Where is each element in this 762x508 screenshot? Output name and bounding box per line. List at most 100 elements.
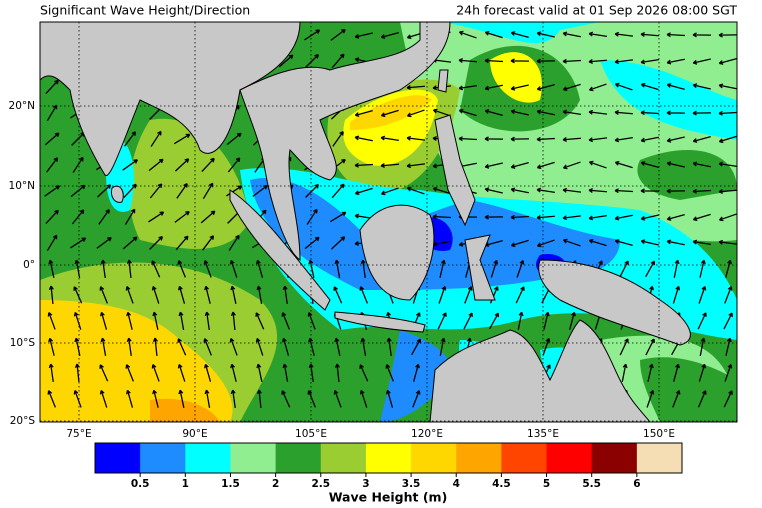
wave-arrow <box>692 136 711 143</box>
wave-arrow <box>588 238 607 247</box>
wave-arrow <box>692 239 711 246</box>
wave-arrow <box>647 363 654 382</box>
wave-arrow <box>536 187 555 194</box>
wave-arrow <box>46 157 59 173</box>
wave-arrow <box>563 238 581 247</box>
wave-arrow <box>151 285 160 304</box>
wave-arrow <box>201 157 215 173</box>
land-borneo <box>359 204 435 301</box>
wave-arrow <box>406 135 426 141</box>
wave-arrow <box>562 109 581 116</box>
lat-label: 10°S <box>10 337 36 349</box>
wave-arrow <box>673 259 680 278</box>
wave-arrow <box>100 337 107 356</box>
wave-arrow <box>588 188 608 193</box>
wave-arrow <box>152 311 159 330</box>
title: Significant Wave Height/Direction <box>40 3 250 18</box>
wave-arrow <box>413 363 420 382</box>
wave-arrow <box>536 161 555 170</box>
wave-arrow <box>380 135 399 142</box>
wave-arrow <box>96 184 112 198</box>
wave-arrow <box>152 389 159 408</box>
wave-arrow <box>386 389 394 408</box>
wave-arrow <box>699 337 706 356</box>
wave-arrow <box>692 58 711 65</box>
wave-arrow <box>439 259 446 278</box>
wave-arrow <box>510 214 530 220</box>
colorbar-swatch <box>636 443 683 473</box>
wave-arrow <box>510 58 530 64</box>
wave-arrow <box>640 32 660 37</box>
wave-arrow <box>407 109 425 118</box>
colorbar-swatch <box>365 443 412 473</box>
field-yellow <box>490 52 542 103</box>
wave-arrow <box>458 108 477 117</box>
wave-arrow <box>332 131 344 147</box>
wave-arrow <box>692 213 711 222</box>
wave-arrow <box>666 161 685 168</box>
valid-time: 24h forecast valid at 01 Sep 2026 08:00 … <box>456 3 737 18</box>
wave-arrow <box>588 109 608 115</box>
wave-arrow <box>484 136 504 142</box>
wave-arrow <box>354 110 373 117</box>
wave-arrow <box>360 259 366 279</box>
wave-arrow <box>178 311 185 330</box>
wave-arrow <box>718 135 737 144</box>
wave-arrow <box>255 337 264 356</box>
wave-arrow <box>699 259 706 278</box>
colorbar-swatch <box>185 443 231 473</box>
colorbar-tick-label: 2.5 <box>311 478 330 490</box>
wave-arrow <box>125 364 134 382</box>
wave-arrow <box>510 136 530 142</box>
colorbar-tick-label: 4 <box>453 478 460 490</box>
wave-arrow <box>99 389 108 408</box>
wave-arrow <box>614 188 634 194</box>
colorbar-swatch <box>140 443 186 473</box>
wave-arrow <box>152 337 158 357</box>
colorbar-swatch <box>275 443 322 473</box>
wave-arrow <box>725 259 732 278</box>
wave-arrow <box>484 214 504 220</box>
wave-arrow <box>354 135 373 142</box>
wave-arrow <box>124 208 136 226</box>
wave-arrow <box>537 239 555 248</box>
land-sumatra <box>229 189 331 311</box>
wave-arrow <box>718 83 737 90</box>
wave-arrow <box>48 285 54 305</box>
wave-arrow <box>517 311 524 330</box>
wave-arrow <box>407 186 425 195</box>
colorbar-tick-label: 5.5 <box>582 478 601 490</box>
wave-arrow <box>692 32 712 38</box>
wave-arrow <box>100 259 106 279</box>
land-philippines <box>434 114 476 227</box>
wave-arrow <box>640 82 659 91</box>
wave-arrow <box>510 187 529 194</box>
field-cyan <box>440 22 737 140</box>
wave-arrow <box>718 161 737 168</box>
wave-arrow <box>484 109 503 116</box>
wave-arrow <box>439 337 446 356</box>
colorbar-tick-label: 1 <box>182 478 189 490</box>
wave-arrow <box>229 259 238 278</box>
wave-arrow <box>640 161 659 168</box>
wave-arrow <box>692 188 712 194</box>
field-gold <box>40 300 233 422</box>
wave-arrow <box>306 208 318 225</box>
wave-arrow <box>718 110 737 116</box>
wave-arrow <box>698 286 707 304</box>
wave-arrow <box>614 110 634 115</box>
wave-arrow <box>666 188 686 194</box>
wave-arrow <box>536 109 555 116</box>
wave-arrow <box>484 162 503 169</box>
wave-arrow <box>230 363 237 382</box>
wave-arrow <box>331 53 345 69</box>
wave-arrow <box>175 235 189 251</box>
wave-arrow <box>73 286 83 304</box>
wave-arrow <box>126 337 132 357</box>
wave-arrow <box>484 58 504 64</box>
colorbar-swatch <box>320 443 367 473</box>
wave-arrow <box>437 312 447 330</box>
lon-label: 90°E <box>182 428 207 440</box>
land-taiwan <box>437 69 449 93</box>
wave-arrow <box>645 260 656 278</box>
